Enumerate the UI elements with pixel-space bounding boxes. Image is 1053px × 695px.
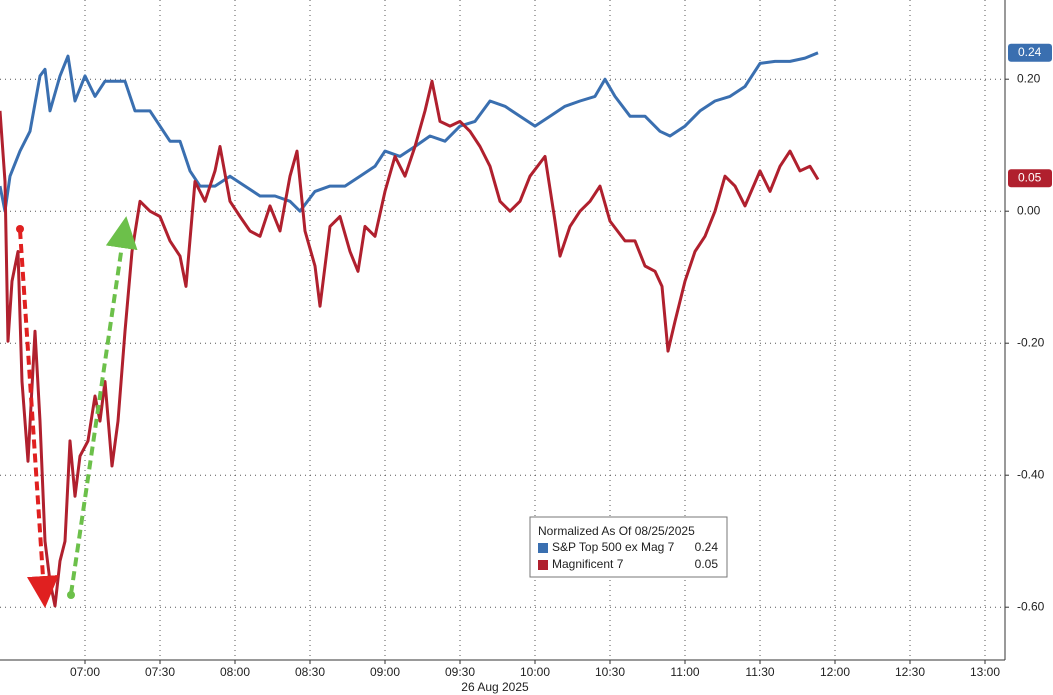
x-tick-label: 12:30	[895, 665, 925, 679]
annotation-arrow	[18, 229, 59, 608]
legend: Normalized As Of 08/25/2025	[529, 516, 728, 578]
x-tick-label: 07:00	[70, 665, 100, 679]
x-tick-label: 10:30	[595, 665, 625, 679]
x-tick-label: 12:00	[820, 665, 850, 679]
value-tag-label: 0.24	[1018, 45, 1042, 59]
x-tick-label: 13:00	[970, 665, 1000, 679]
x-tick-label: 08:00	[220, 665, 250, 679]
x-tick-label: 11:00	[670, 665, 699, 679]
x-tick-label: 09:00	[370, 665, 400, 679]
legend-swatch	[538, 543, 548, 553]
date-label: 26 Aug 2025	[461, 680, 529, 694]
x-tick-label: 10:00	[520, 665, 550, 679]
legend-value: 0.24	[695, 540, 719, 554]
arrow-start	[67, 591, 75, 599]
legend-box	[529, 516, 728, 578]
plot-area	[0, 0, 1005, 660]
arrow-start	[16, 225, 24, 233]
grid	[0, 0, 1005, 660]
y-tick-label: -0.60	[1017, 599, 1045, 613]
x-tick-label: 09:30	[445, 665, 475, 679]
legend-title: Normalized As Of 08/25/2025	[538, 524, 695, 538]
value-tag-label: 0.05	[1018, 170, 1042, 184]
legend-swatch	[538, 560, 548, 570]
y-tick-label: -0.20	[1017, 335, 1045, 349]
x-tick-label: 11:30	[745, 665, 774, 679]
series-line	[0, 51, 819, 213]
x-tick-label: 07:30	[145, 665, 175, 679]
series-line	[0, 79, 820, 608]
legend-label: Magnificent 7	[552, 557, 624, 571]
value-tag	[1008, 169, 1052, 188]
value-tag	[1008, 43, 1052, 62]
y-tick-label: 0.00	[1017, 203, 1041, 217]
legend-value: 0.05	[695, 557, 719, 571]
legend-label: S&P Top 500 ex Mag 7	[552, 540, 675, 554]
y-tick-label: -0.40	[1017, 467, 1045, 481]
y-tick-label: 0.20	[1017, 71, 1041, 85]
x-tick-label: 08:30	[295, 665, 325, 679]
annotation-arrow	[69, 216, 138, 595]
lines	[0, 51, 820, 608]
